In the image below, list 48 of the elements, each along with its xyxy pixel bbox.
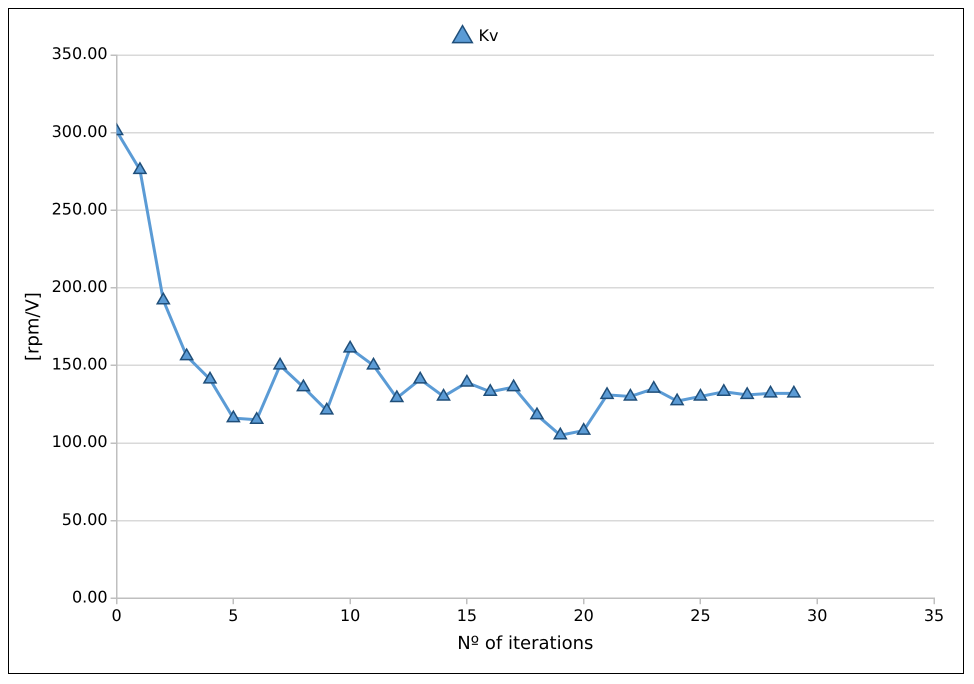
point [203,372,217,384]
point [740,387,754,400]
x-tick-label: 10 [340,606,360,625]
y-tick-label: 350.00 [52,44,108,64]
point [366,358,380,370]
point [156,292,170,304]
y-tick-label: 100.00 [52,432,108,452]
point [413,372,428,384]
point [716,384,731,396]
point [600,387,614,400]
point [554,427,568,440]
point [226,410,240,422]
y-tick-label: 300.00 [52,122,108,141]
point [483,384,498,396]
point [530,407,544,420]
point [320,402,334,415]
x-tick-label: 35 [924,606,944,625]
point [390,390,404,402]
x-axis-title: Nº of iterations [457,632,594,654]
point [624,388,638,401]
point [764,386,778,398]
point [460,374,474,387]
legend-label: Kv [478,26,498,46]
point [343,340,357,353]
y-tick-label: 0.00 [72,587,108,606]
y-tick-label: 50.00 [62,510,108,529]
x-tick-label: 15 [456,606,478,625]
y-tick-label: 200.00 [52,276,108,296]
point [436,388,450,401]
y-axis-title: [rpm/V] [22,292,44,361]
x-tick-label: 0 [111,606,122,625]
point [296,379,310,392]
y-tick-label: 150.00 [52,354,108,374]
point [506,379,520,392]
point [576,422,590,435]
point [670,393,684,406]
y-tick-label: 250.00 [52,199,108,218]
x-tick-label: 30 [807,606,828,625]
point [250,412,264,424]
point [787,386,801,398]
point [273,358,287,370]
x-tick-label: 20 [574,606,594,625]
point [694,388,708,401]
point [646,380,661,393]
point [133,162,147,174]
x-tick-label: 25 [690,606,711,625]
point [180,348,194,360]
x-tick-label: 5 [228,606,238,625]
